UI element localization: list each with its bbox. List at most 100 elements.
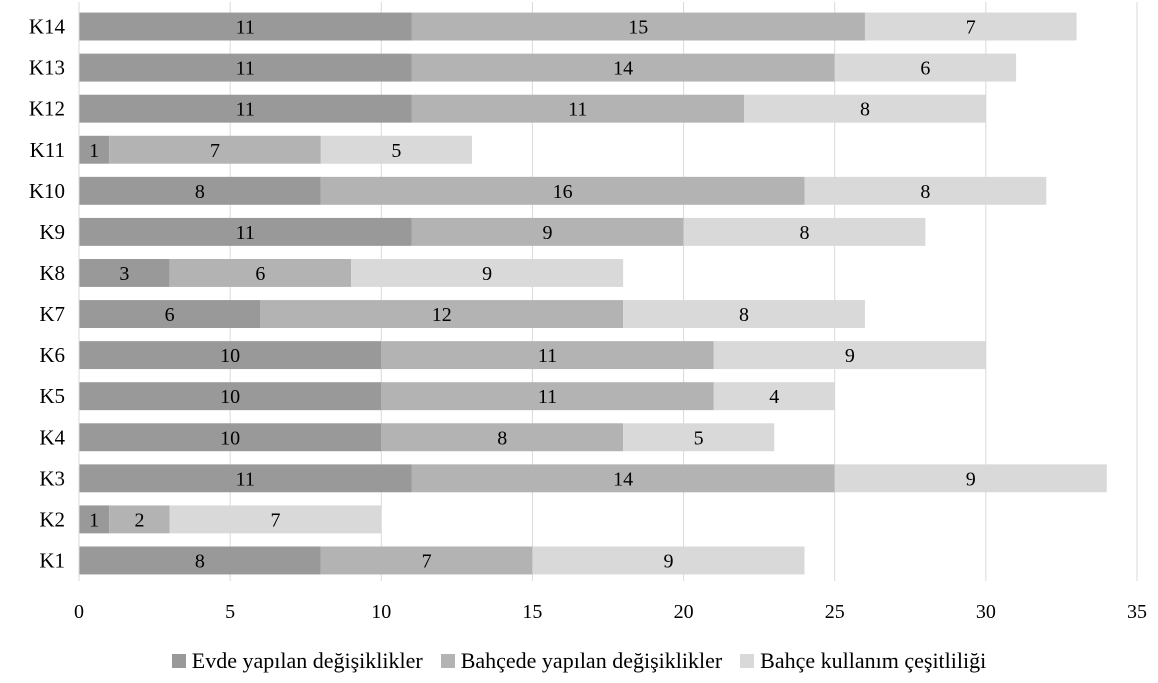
legend-item-bahcede: Bahçede yapılan değişiklikler [440,648,723,674]
bar-K9-series-2 [683,217,926,246]
data-label-K12-series-2: 8 [860,99,870,121]
data-label-K13-series-0: 11 [236,58,255,80]
stacked-bar-chart: 8 7 91 2 711 14 910 8 510 11 410 11 96 12 83 6 911 9 88 16 8… [29,2,1147,623]
x-tick-label-0: 0 [74,601,84,623]
bar-K10-series-2 [804,176,1047,205]
bar-K3-series-1 [411,464,835,493]
bar-K5-series-2 [713,382,835,411]
bar-K6-series-2 [713,341,986,370]
data-label-K4-series-2: 5 [694,427,704,449]
data-label-K11-series-0: 1 [89,140,99,162]
legend-swatch-evde [171,654,186,668]
bar-K2-series-1 [109,505,170,534]
legend-swatch-bahcede [440,654,455,668]
data-label-K6-series-1: 11 [538,345,557,367]
data-label-K11-series-2: 5 [391,140,401,162]
data-label-K5-series-2: 4 [769,386,779,408]
y-tick-label-K12: K12 [29,97,65,121]
bar-K10-series-1 [320,176,805,205]
data-label-K3-series-1: 14 [613,468,633,490]
legend: Evde yapılan değişiklikler Bahçede yapıl… [0,648,1158,674]
y-tick-label-K13: K13 [29,56,65,80]
data-label-K8-series-2: 9 [482,263,492,285]
data-label-K7-series-2: 8 [739,304,749,326]
data-label-K14-series-1: 15 [628,17,648,39]
bar-K14-series-0 [79,12,412,41]
data-label-K11-series-1: 7 [210,140,220,162]
data-label-K2-series-0: 1 [89,509,99,531]
data-label-K7-series-1: 12 [432,304,452,326]
bar-K4-series-1 [381,423,624,452]
bar-K8-series-0 [79,259,170,287]
bar-K10-series-0 [79,176,321,205]
legend-label-bahcede: Bahçede yapılan değişiklikler [460,648,723,673]
bar-K13-series-0 [79,53,412,82]
y-tick-label-K1: K1 [39,548,65,572]
bar-K6-series-1 [381,341,714,370]
y-tick-label-K11: K11 [30,138,65,162]
data-label-K9-series-1: 9 [543,222,553,244]
x-tick-label-20: 20 [674,601,694,623]
data-label-K14-series-0: 11 [236,17,255,39]
bar-K5-series-0 [79,382,382,411]
data-label-K1-series-0: 8 [195,550,205,572]
bar-K2-series-0 [79,505,110,534]
data-labels: 8 7 91 2 711 14 910 8 510 11 410 11 96 12 83 6 911 9 88 16 8… [89,17,976,573]
bar-K1-series-2 [532,546,805,575]
data-label-K5-series-0: 10 [220,386,240,408]
legend-swatch-bahce-kullanim [740,654,755,668]
bar-K9-series-0 [79,217,412,246]
bar-K12-series-0 [79,94,412,123]
bar-K14-series-2 [864,12,1077,41]
data-label-K12-series-1: 11 [568,99,587,121]
legend-label-evde: Evde yapılan değişiklikler [191,648,423,673]
bar-K5-series-1 [381,382,714,411]
data-label-K10-series-0: 8 [195,181,205,203]
data-label-K2-series-1: 2 [134,509,144,531]
bar-K7-series-0 [79,300,261,328]
bar-K7-series-1 [260,300,624,328]
bar-K4-series-2 [623,423,775,452]
legend-item-evde: Evde yapılan değişiklikler [171,648,423,674]
gridlines [229,2,1138,581]
data-label-K14-series-2: 7 [966,17,976,39]
y-tick-label-K9: K9 [39,220,65,244]
data-label-K3-series-0: 11 [236,468,255,490]
data-label-K12-series-0: 11 [236,99,255,121]
data-label-K13-series-2: 6 [920,58,930,80]
x-tick-label-30: 30 [976,601,996,623]
data-label-K6-series-2: 9 [845,345,855,367]
bar-K7-series-2 [623,300,865,328]
data-label-K9-series-0: 11 [236,222,255,244]
data-label-K2-series-2: 7 [270,509,280,531]
bar-K1-series-1 [320,546,533,575]
x-tick-label-5: 5 [225,601,235,623]
bar-K13-series-1 [411,53,835,82]
bar-K2-series-2 [169,505,382,534]
bar-K8-series-1 [169,259,352,287]
bar-K12-series-2 [744,94,986,123]
bar-K3-series-0 [79,464,412,493]
y-tick-label-K4: K4 [39,425,65,449]
y-tick-label-K3: K3 [39,466,65,490]
data-label-K6-series-0: 10 [220,345,240,367]
bar-K12-series-1 [411,94,745,123]
bars [79,12,1107,575]
axes: 0 5 10 15 20 25 30 35K1K2K3K4K5K6K7K8K9K10K11K1… [29,2,1147,623]
data-label-K10-series-2: 8 [920,181,930,203]
data-label-K4-series-1: 8 [497,427,507,449]
x-tick-label-35: 35 [1127,601,1147,623]
data-label-K8-series-0: 3 [119,263,129,285]
y-tick-label-K10: K10 [29,179,65,203]
x-tick-label-10: 10 [371,601,391,623]
y-tick-label-K7: K7 [39,302,65,326]
legend-item-bahce-kullanim: Bahçe kullanım çeşitliliği [740,648,986,674]
y-tick-label-K8: K8 [39,261,65,285]
bar-K11-series-2 [320,135,472,164]
x-tick-label-15: 15 [522,601,542,623]
bar-K9-series-1 [411,217,684,246]
bar-K14-series-1 [411,12,865,41]
y-tick-label-K2: K2 [39,507,65,531]
y-tick-label-K6: K6 [39,343,65,367]
